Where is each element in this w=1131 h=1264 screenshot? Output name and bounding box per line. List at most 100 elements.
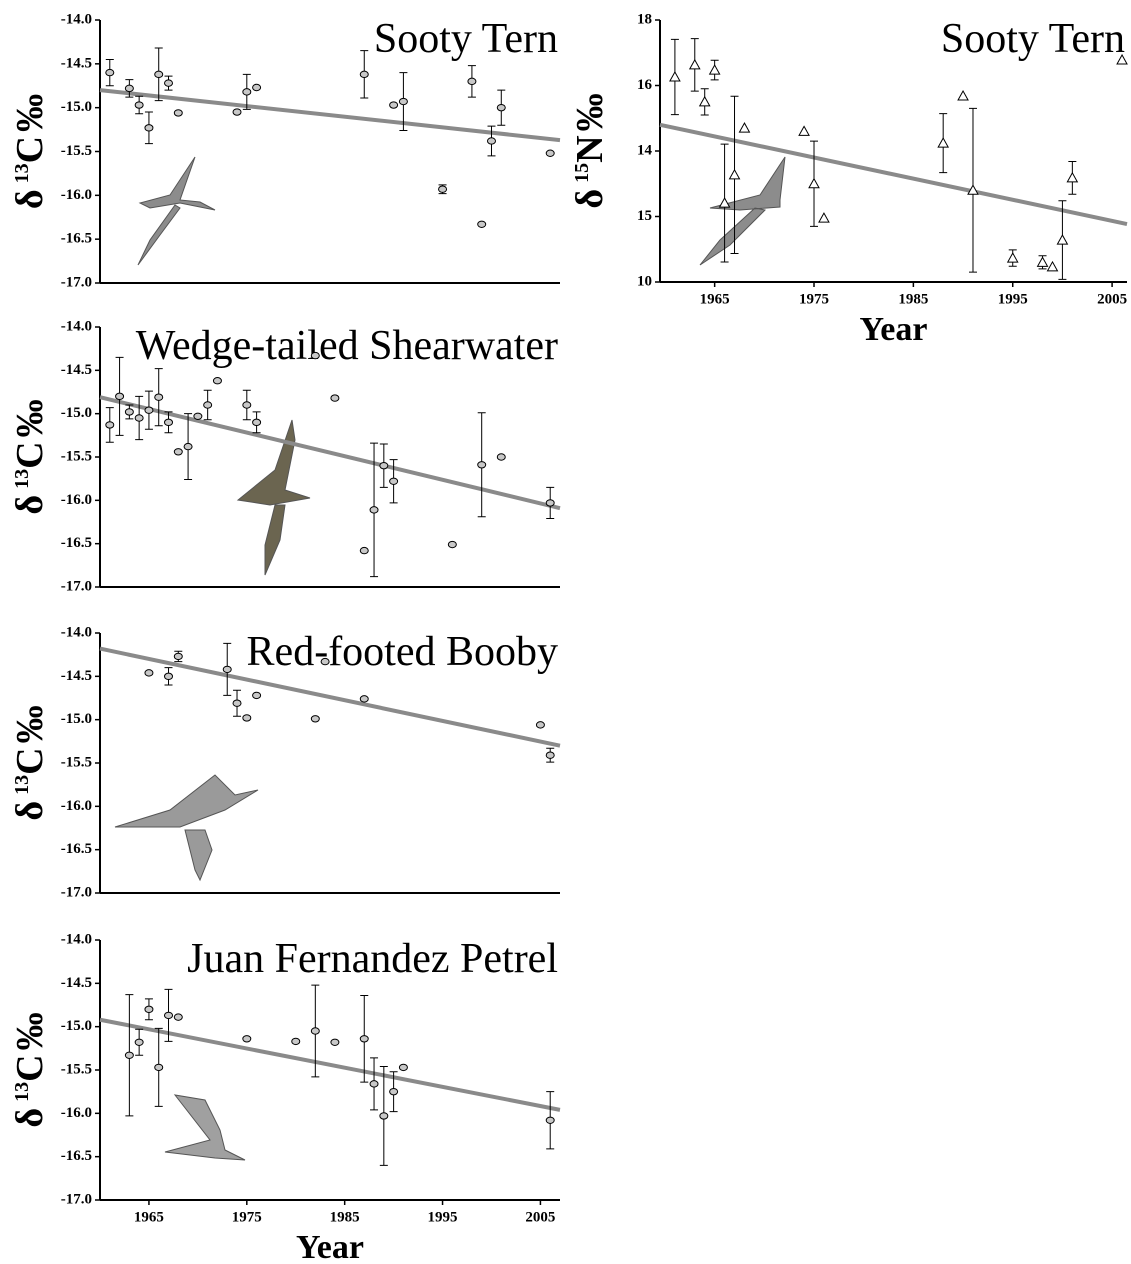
data-point (359, 1035, 369, 1043)
data-point (545, 149, 555, 157)
data-point (193, 412, 203, 420)
y-label-element: C (9, 747, 51, 774)
bird-illustration (114, 156, 786, 1161)
y-axis-label: δ 13C ‰ (9, 399, 51, 514)
data-point (124, 84, 134, 93)
panel: -14.0 -14.5 -15.0 -15.5 -16.0 -16.5 -17.0 1965 1… (9, 931, 561, 1264)
y-tick-label: -15.0 (61, 99, 92, 115)
data-point (144, 124, 154, 132)
y-tick-label: -16.0 (61, 1105, 92, 1121)
data-point (134, 1038, 144, 1046)
y-label-unit: ‰ (9, 1012, 51, 1050)
data-point (379, 1112, 389, 1120)
data-point (1046, 260, 1059, 272)
y-label-unit: ‰ (9, 399, 51, 437)
data-point (173, 448, 183, 456)
y-label-symbol: δ (569, 189, 611, 209)
data-point (320, 657, 330, 666)
data-point (1006, 252, 1019, 263)
chart-title: Wedge-tailed Shearwater (136, 323, 558, 369)
data-point (967, 184, 979, 195)
data-point (222, 665, 232, 674)
data-point (728, 168, 741, 180)
y-tick-label: 16 (637, 77, 653, 93)
y-tick-label: -17.0 (61, 884, 92, 900)
data-point (310, 715, 320, 723)
data-point (173, 652, 183, 661)
y-tick-label: -14.0 (61, 624, 92, 640)
data-point (389, 1087, 399, 1096)
data-point (398, 97, 408, 106)
data-point (688, 58, 701, 70)
x-tick-label: 2005 (1097, 291, 1127, 307)
data-point (252, 83, 262, 92)
y-label-unit: ‰ (9, 705, 51, 743)
data-point (486, 137, 496, 145)
data-point (291, 1037, 301, 1046)
y-axis-label: δ 15N ‰ (569, 93, 611, 208)
y-axis-label: δ 13C ‰ (9, 94, 51, 209)
chart-title: Sooty Tern (374, 16, 558, 62)
data-point (359, 695, 369, 703)
panel: -14.0 -14.5 -15.0 -15.5 -16.0 -16.5 -17.0 Red-f… (9, 624, 561, 900)
panel: -14.0 -14.5 -15.0 -15.5 -16.0 -16.5 -17.0 Wedge… (9, 318, 561, 594)
data-point (808, 177, 820, 189)
data-point (242, 401, 252, 409)
data-point (124, 408, 134, 416)
data-point (535, 721, 545, 729)
data-point (330, 1038, 340, 1046)
data-point (545, 751, 555, 759)
data-point (115, 392, 125, 401)
data-point (438, 185, 448, 193)
y-tick-label: -14.0 (61, 931, 92, 947)
x-tick-label: 1985 (330, 1209, 360, 1225)
y-label-element: C (9, 136, 51, 163)
y-tick-label: -14.5 (61, 975, 92, 991)
data-point (164, 672, 174, 681)
y-tick-label: -16.0 (61, 798, 92, 814)
chart-title: Red-footed Booby (247, 629, 558, 675)
data-point (1066, 171, 1079, 183)
data-point (124, 1051, 134, 1059)
y-tick-label: -17.0 (61, 1191, 92, 1207)
y-tick-label: -16.5 (61, 231, 92, 247)
y-tick-label: -15.5 (61, 754, 92, 770)
data-point (144, 1005, 154, 1014)
data-point (144, 669, 154, 677)
data-point (496, 103, 506, 112)
data-point (545, 1116, 555, 1124)
x-tick-label: 1995 (998, 291, 1028, 307)
y-label-element: C (9, 1054, 51, 1081)
y-tick-label: -17.0 (61, 578, 92, 594)
data-point (718, 197, 731, 208)
x-tick-label: 1965 (134, 1209, 164, 1225)
data-point (477, 461, 487, 469)
y-tick-label: 15 (637, 208, 652, 224)
trend-line (99, 88, 561, 143)
data-point (154, 70, 164, 79)
y-tick-label: -16.0 (61, 187, 92, 203)
data-point (1036, 256, 1049, 267)
data-point (173, 109, 183, 117)
data-point (389, 477, 399, 485)
data-point (154, 393, 164, 401)
y-tick-label: -16.5 (61, 841, 92, 857)
y-tick-label: -17.0 (61, 274, 92, 290)
y-label-symbol: δ (9, 495, 51, 515)
y-axis-label: δ 13C ‰ (9, 1012, 51, 1127)
data-point (957, 89, 969, 101)
data-point (818, 212, 830, 223)
data-point (232, 699, 242, 707)
data-point (310, 351, 320, 360)
y-label-element: N (569, 135, 611, 162)
y-tick-label: -16.5 (61, 1148, 92, 1164)
y-tick-label: 18 (637, 11, 652, 27)
data-point (738, 122, 751, 133)
x-tick-label: 1975 (799, 291, 829, 307)
y-label-isotope: 13 (11, 469, 33, 489)
data-point (545, 499, 555, 507)
data-point (369, 506, 379, 514)
chart-title: Sooty Tern (941, 16, 1125, 62)
data-point (369, 1080, 379, 1088)
trend-line (99, 395, 561, 511)
